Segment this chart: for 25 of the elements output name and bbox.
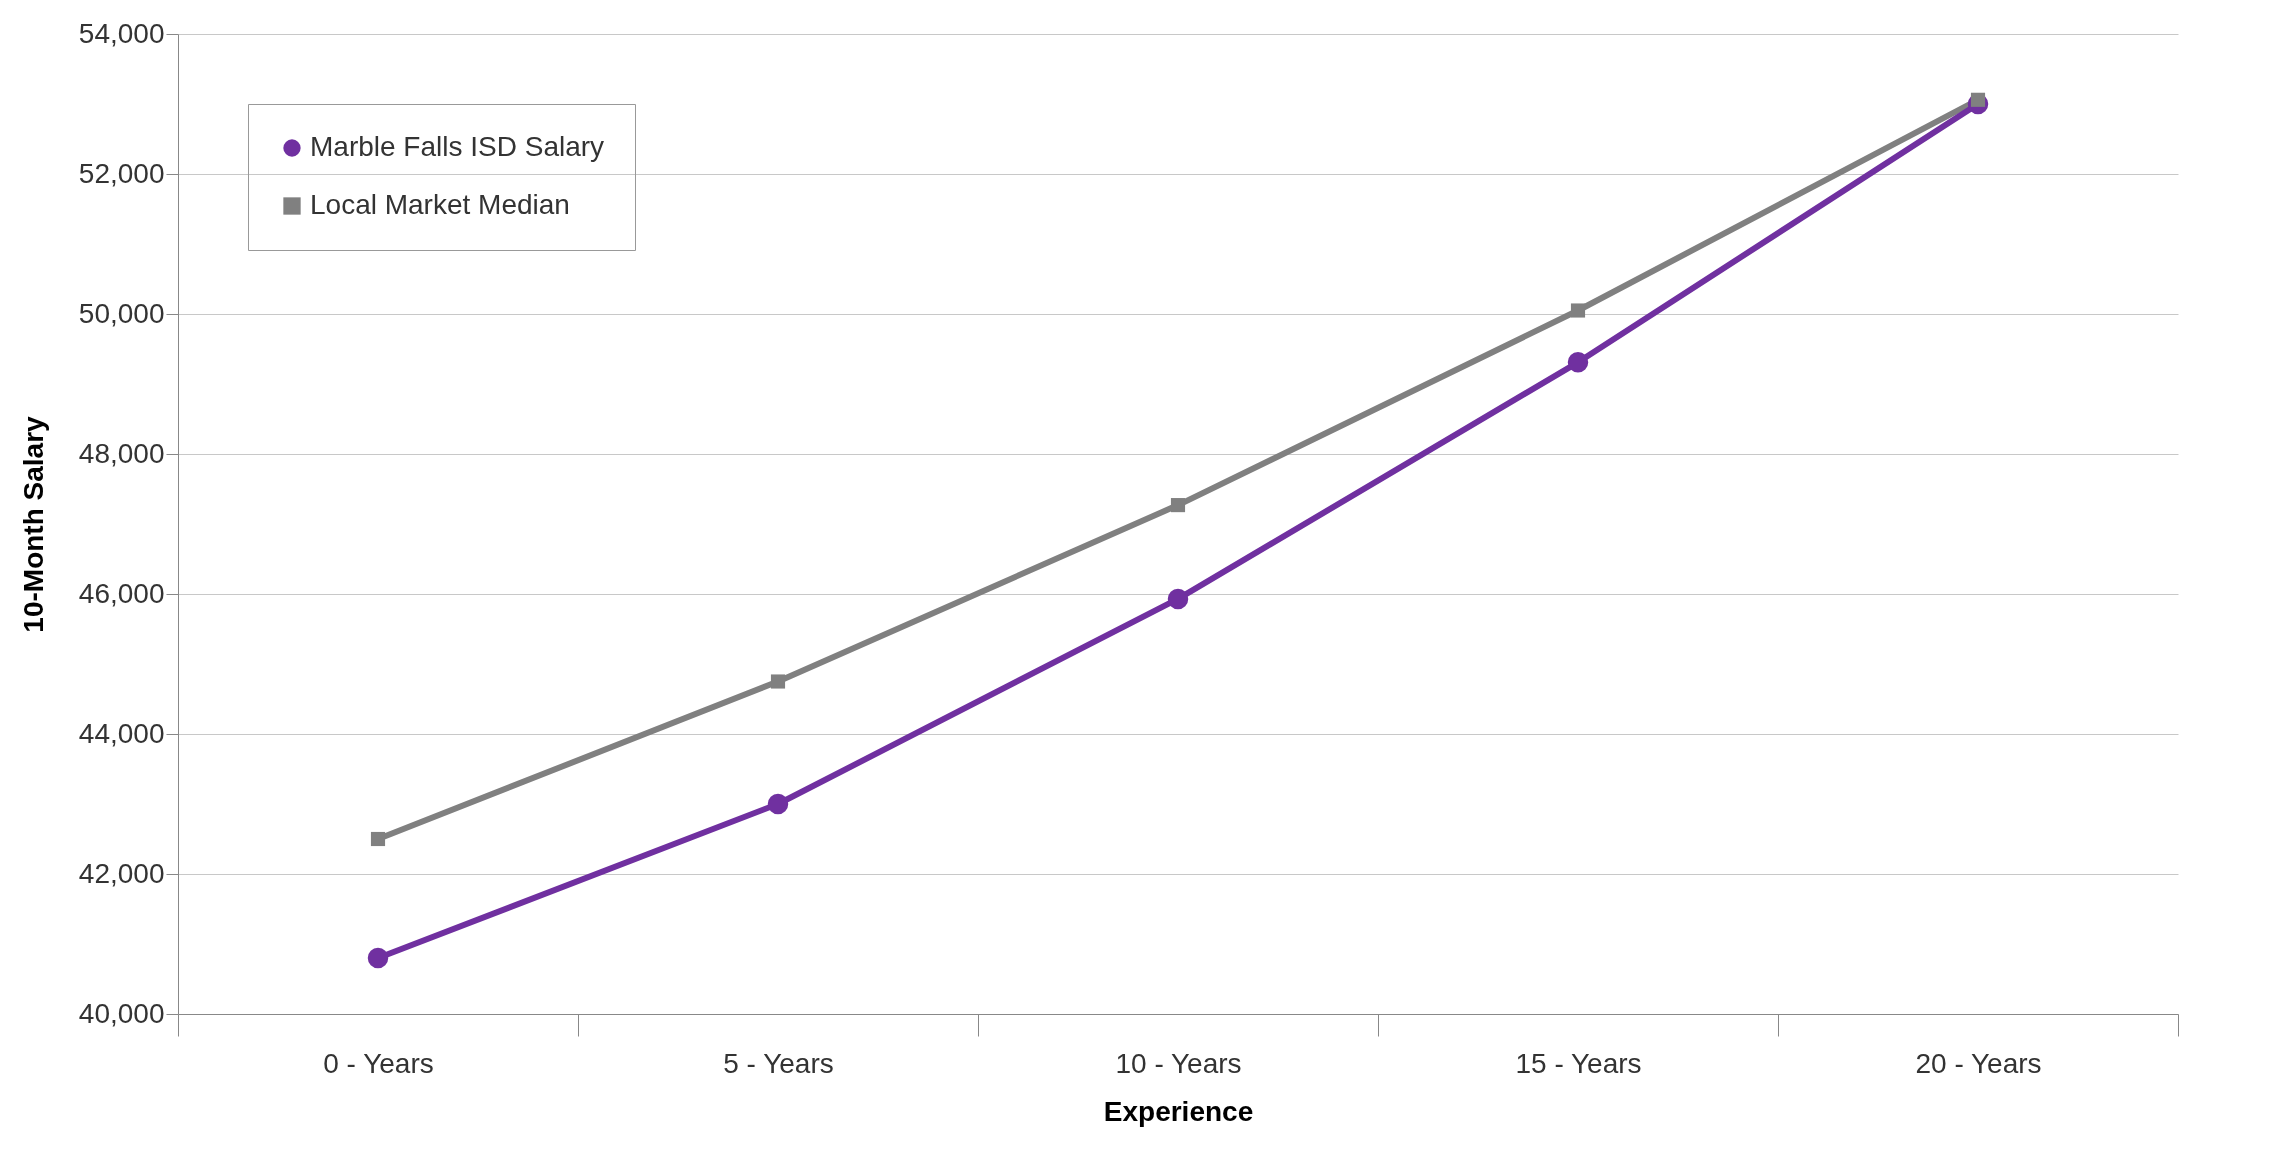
x-tick-label: 10 - Years xyxy=(1115,1047,1242,1079)
point xyxy=(1567,352,1589,373)
legend-label: Local Market Median xyxy=(310,189,570,220)
y-tick-label: 42,000 xyxy=(78,857,165,889)
legend-label: Marble Falls ISD Salary xyxy=(310,131,605,162)
y-tick-label: 48,000 xyxy=(78,437,165,469)
y-tick-label: 54,000 xyxy=(78,17,165,49)
point xyxy=(367,947,389,969)
x-tick-label: 15 - Years xyxy=(1515,1047,1642,1079)
y-tick-label: 50,000 xyxy=(78,297,165,329)
y-tick-label: 52,000 xyxy=(78,157,165,189)
x-tick-label: 20 - Years xyxy=(1915,1047,2042,1079)
point xyxy=(1170,498,1186,513)
x-tick-label: 0 - Years xyxy=(323,1047,434,1079)
point xyxy=(770,674,786,689)
y-tick-label: 40,000 xyxy=(78,997,165,1029)
x-axis-title: Experience xyxy=(1103,1095,1254,1127)
point xyxy=(1570,303,1586,318)
point xyxy=(370,831,386,847)
point xyxy=(1167,588,1189,610)
point xyxy=(767,793,789,815)
x-tick-label: 5 - Years xyxy=(723,1047,834,1079)
y-axis-title: 10-Month Salary xyxy=(17,415,49,633)
y-tick-label: 46,000 xyxy=(78,577,165,609)
y-tick-label: 44,000 xyxy=(78,717,165,749)
